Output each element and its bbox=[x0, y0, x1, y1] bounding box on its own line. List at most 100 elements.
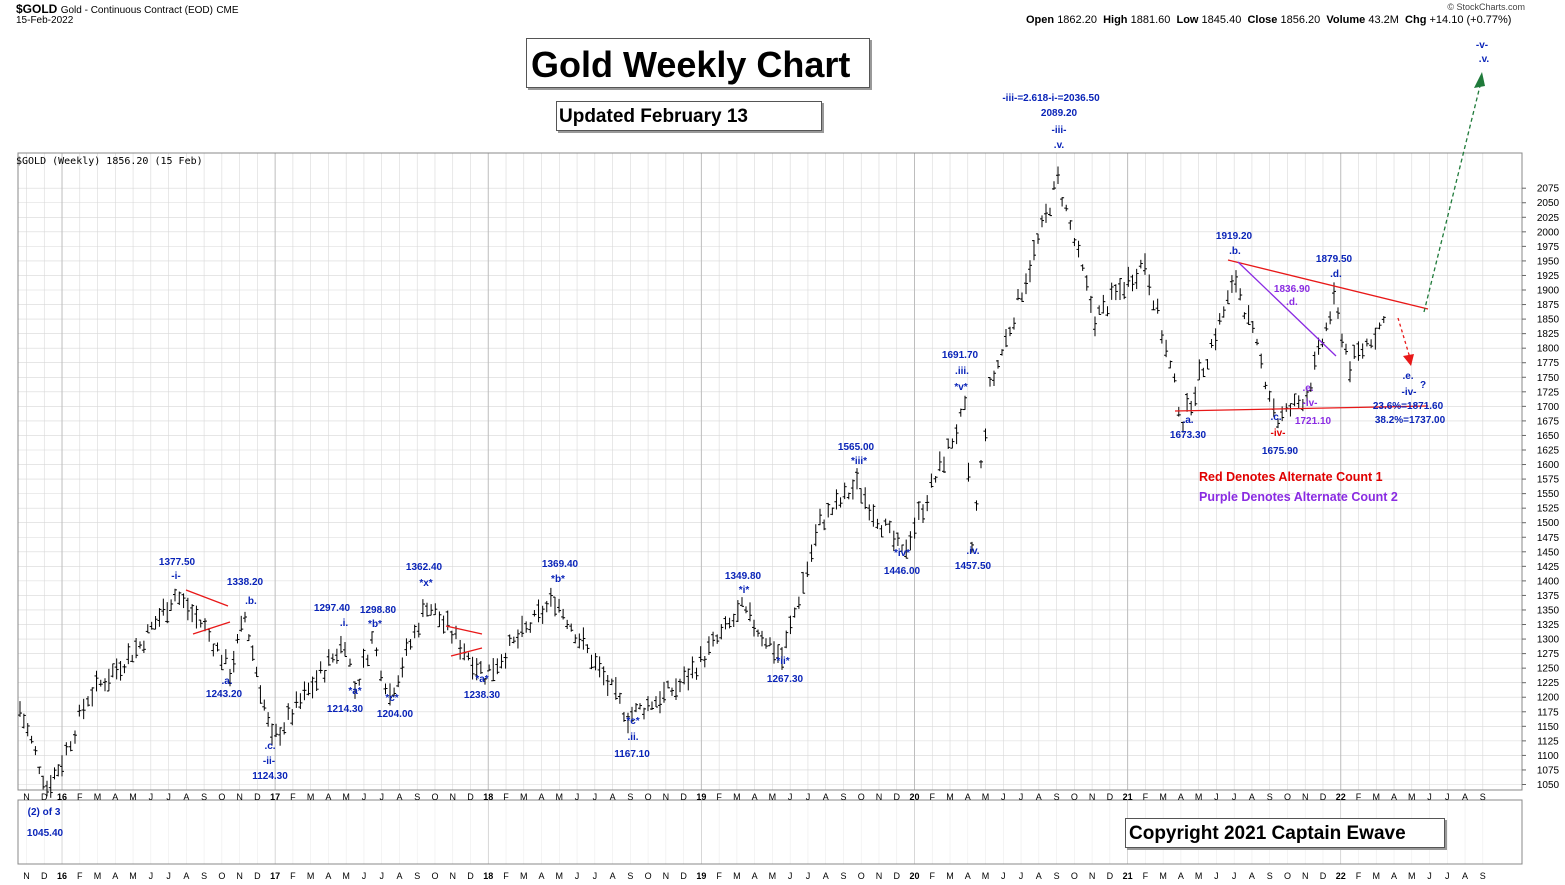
y-tick-label: 1800 bbox=[1537, 344, 1560, 355]
wave-label: *a* bbox=[475, 674, 488, 685]
wave-label: .e. bbox=[1302, 383, 1313, 394]
wave-label: 1721.10 bbox=[1295, 416, 1332, 427]
price-bar bbox=[145, 624, 150, 634]
x-tick-label-lower: A bbox=[396, 871, 402, 881]
price-bar bbox=[768, 637, 772, 647]
price-bar bbox=[433, 603, 438, 616]
price-bar bbox=[601, 666, 606, 686]
price-bar bbox=[900, 544, 904, 552]
price-bar bbox=[792, 607, 797, 618]
price-bar bbox=[532, 610, 537, 617]
x-tick-label: A bbox=[1036, 792, 1042, 802]
price-bar bbox=[290, 709, 295, 726]
x-tick-label: S bbox=[1054, 792, 1060, 802]
x-tick-label-lower: 21 bbox=[1123, 871, 1133, 881]
price-bar bbox=[37, 766, 42, 775]
price-bar bbox=[1364, 338, 1369, 347]
price-bar bbox=[21, 713, 26, 729]
x-tick-label: O bbox=[1284, 792, 1291, 802]
price-bar bbox=[1088, 295, 1093, 313]
x-tick-label-lower: 18 bbox=[483, 871, 493, 881]
x-tick-label: A bbox=[1462, 792, 1468, 802]
price-bar bbox=[1324, 322, 1329, 332]
price-bar bbox=[711, 631, 716, 647]
x-tick-label: N bbox=[663, 792, 670, 802]
price-bar bbox=[392, 687, 397, 697]
x-tick-label: 21 bbox=[1123, 792, 1133, 802]
x-tick-label-lower: M bbox=[94, 871, 102, 881]
wave-label: *iv* bbox=[894, 548, 910, 559]
x-tick-label: F bbox=[1143, 792, 1149, 802]
x-tick-label-lower: D bbox=[680, 871, 687, 881]
y-tick-label: 1350 bbox=[1537, 605, 1560, 616]
price-bar bbox=[702, 656, 707, 668]
price-bar bbox=[846, 492, 851, 500]
price-bar bbox=[752, 619, 756, 637]
wave-label: 1298.80 bbox=[360, 605, 397, 616]
x-tick-label: J bbox=[1445, 792, 1450, 802]
x-tick-label-lower: J bbox=[575, 871, 580, 881]
price-bar bbox=[788, 615, 793, 635]
x-tick-label: F bbox=[77, 792, 83, 802]
price-bar bbox=[60, 755, 64, 777]
x-tick-label: M bbox=[982, 792, 990, 802]
price-bar bbox=[830, 507, 835, 516]
price-bar bbox=[90, 687, 95, 707]
price-bar bbox=[228, 668, 232, 687]
x-tick-label-lower: A bbox=[1249, 871, 1255, 881]
x-tick-label-lower: J bbox=[1427, 871, 1432, 881]
x-tick-label-lower: D bbox=[1320, 871, 1327, 881]
price-bar bbox=[666, 680, 670, 689]
x-tick-label: N bbox=[1089, 792, 1096, 802]
price-bar bbox=[731, 613, 736, 627]
x-tick-label: M bbox=[129, 792, 137, 802]
price-bar bbox=[203, 618, 207, 632]
y-tick-label: 1500 bbox=[1537, 518, 1560, 529]
price-bar bbox=[243, 611, 247, 623]
projection-arrowhead bbox=[1474, 72, 1485, 88]
wave-label: .c. bbox=[1270, 412, 1281, 423]
price-bar bbox=[1076, 240, 1081, 258]
price-bar bbox=[515, 629, 520, 649]
price-bars bbox=[18, 166, 1386, 798]
x-tick-label: S bbox=[627, 792, 633, 802]
y-tick-label: 1450 bbox=[1537, 547, 1560, 558]
price-bar bbox=[1197, 359, 1202, 381]
price-bar bbox=[826, 502, 831, 518]
price-bar bbox=[1134, 268, 1139, 290]
y-tick-label: 1925 bbox=[1537, 271, 1560, 282]
x-tick-label: 16 bbox=[57, 792, 67, 802]
price-bar bbox=[326, 649, 331, 666]
price-bar bbox=[1201, 367, 1206, 378]
price-bar bbox=[662, 681, 666, 703]
price-bar bbox=[1213, 328, 1218, 351]
trend-lines bbox=[185, 72, 1485, 657]
price-bar bbox=[41, 775, 46, 790]
price-bar bbox=[801, 571, 806, 594]
x-tick-label-lower: M bbox=[733, 871, 741, 881]
price-bar bbox=[338, 635, 343, 654]
x-tick-label: A bbox=[1178, 792, 1184, 802]
x-tick-label-lower: O bbox=[1071, 871, 1078, 881]
wave-label: 38.2%=1737.00 bbox=[1375, 415, 1446, 426]
wave-label: 1919.20 bbox=[1216, 231, 1253, 242]
price-bar bbox=[950, 438, 955, 449]
price-bar bbox=[1312, 351, 1317, 370]
price-bar bbox=[723, 616, 728, 630]
price-bar bbox=[1020, 292, 1024, 303]
price-bar bbox=[1381, 316, 1386, 324]
price-bar bbox=[177, 591, 182, 605]
x-tick-label-lower: F bbox=[930, 871, 936, 881]
price-bar bbox=[343, 642, 347, 657]
price-bar bbox=[974, 500, 979, 511]
price-bar bbox=[780, 647, 784, 670]
x-tick-label-lower: F bbox=[1356, 871, 1362, 881]
wave-label: 1369.40 bbox=[542, 559, 579, 570]
price-bar bbox=[577, 633, 582, 649]
price-bar bbox=[1164, 339, 1169, 358]
y-tick-label: 1100 bbox=[1537, 751, 1559, 762]
price-bar bbox=[318, 661, 323, 674]
x-tick-label-lower: O bbox=[218, 871, 225, 881]
price-bar bbox=[966, 462, 971, 482]
